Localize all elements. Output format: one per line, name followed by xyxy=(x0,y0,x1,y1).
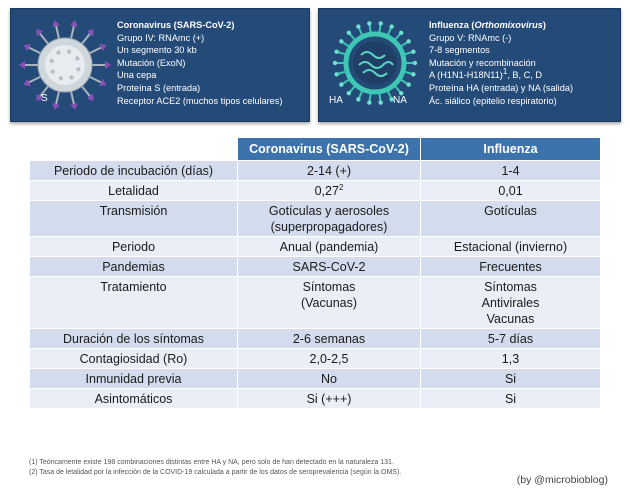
influenza-line: A (H1N1-H18N11)1, B, C, D xyxy=(429,67,543,81)
coronavirus-illustration xyxy=(19,20,111,110)
influenza-value: 0,01 xyxy=(498,184,523,198)
coronavirus-line: Proteína S (entrada) xyxy=(117,82,201,93)
coronavirus-title: Coronavirus (SARS-CoV-2) xyxy=(117,20,235,30)
influenza-value-cell: Síntomas Antivirales Vacunas xyxy=(420,276,601,329)
influenza-value: Gotículas xyxy=(484,204,537,218)
influenza-value-cell: Si xyxy=(420,388,601,409)
influenza-value-cell: 1-4 xyxy=(420,160,601,181)
coronavirus-surface-dots xyxy=(49,49,81,81)
influenza-value: 1-4 xyxy=(501,164,520,178)
table-body: Periodo de incubación (días) 2-14 (+) 1-4 L… xyxy=(29,160,601,409)
influenza-value: Frecuentes xyxy=(479,260,542,274)
coronavirus-value: 0,272 xyxy=(314,182,344,198)
footnote: (1) Teóricamente existe 198 combinacione… xyxy=(29,459,394,466)
author-credit: (by @microbioblog) xyxy=(516,474,608,486)
coronavirus-value-cell: No xyxy=(237,368,421,389)
coronavirus-value: Síntomas xyxy=(302,280,356,294)
influenza-info: Influenza (Orthomixovirus) Grupo V: RNAm… xyxy=(429,19,573,107)
influenza-value: Vacunas xyxy=(486,312,535,326)
influenza-line: Grupo V: RNAmc (-) xyxy=(429,32,512,43)
coronavirus-value-cell: SARS-CoV-2 xyxy=(237,256,421,277)
coronavirus-value-cell: 2-6 semanas xyxy=(237,328,421,349)
influenza-value-cell: 5-7 días xyxy=(420,328,601,349)
influenza-line: Proteína HA (entrada) y NA (salida) xyxy=(429,82,574,93)
coronavirus-line: Mutación (ExoN) xyxy=(117,57,186,68)
coronavirus-panel: S Coronavirus (SARS-CoV-2) Grupo IV: RNA… xyxy=(10,8,310,122)
table-row: Periodo Anual (pandemia) Estacional (invie… xyxy=(29,236,601,257)
table-row: Pandemias SARS-CoV-2 Frecuentes xyxy=(29,256,601,277)
influenza-value-cell: 0,01 xyxy=(420,180,601,201)
coronavirus-value: (Vacunas) xyxy=(300,296,358,310)
influenza-value-cell: Si xyxy=(420,368,601,389)
coronavirus-line: Grupo IV: RNAmc (+) xyxy=(117,32,205,43)
table-row: Tratamiento Síntomas (Vacunas) Síntomas Anti… xyxy=(29,276,601,329)
influenza-illustration xyxy=(332,21,418,105)
row-label: Letalidad xyxy=(29,180,238,201)
row-label: Periodo xyxy=(29,236,238,257)
coronavirus-info: Coronavirus (SARS-CoV-2) Grupo IV: RNAmc… xyxy=(117,19,282,107)
coronavirus-value-cell: 2-14 (+) xyxy=(237,160,421,181)
row-label: Asintomáticos xyxy=(29,388,238,409)
footnotes: (1) Teóricamente existe 198 combinacione… xyxy=(29,458,401,478)
influenza-line: 7-8 segmentos xyxy=(429,45,490,56)
table-header-blank xyxy=(29,137,238,161)
row-label: Contagiosidad (Ro) xyxy=(29,348,238,369)
coronavirus-value-cell: Si (+++) xyxy=(237,388,421,409)
table-row: Asintomáticos Si (+++) Si xyxy=(29,388,601,409)
influenza-value: 5-7 días xyxy=(487,332,534,346)
spike-protein-label: S xyxy=(41,93,48,104)
neuraminidase-label: NA xyxy=(393,95,407,106)
influenza-value: Si xyxy=(504,372,517,386)
row-label: Periodo de incubación (días) xyxy=(29,160,238,181)
coronavirus-spikes xyxy=(19,20,111,110)
coronavirus-value: 2-14 (+) xyxy=(306,164,352,178)
coronavirus-value-cell: Gotículas y aerosoles (superpropagadores) xyxy=(237,200,421,237)
coronavirus-value-cell: 2,0-2,5 xyxy=(237,348,421,369)
table-header-influenza: Influenza xyxy=(420,137,601,161)
coronavirus-value: Anual (pandemia) xyxy=(279,240,379,254)
influenza-value: Antivirales xyxy=(481,296,540,310)
coronavirus-value: 2-6 semanas xyxy=(292,332,366,346)
row-label: Inmunidad previa xyxy=(29,368,238,389)
coronavirus-line: Un segmento 30 kb xyxy=(117,45,197,56)
table-row: Duración de los síntomas 2-6 semanas 5-7 d… xyxy=(29,328,601,349)
coronavirus-value: No xyxy=(321,372,337,386)
influenza-title: Influenza (Orthomixovirus) xyxy=(429,20,546,30)
row-label: Pandemias xyxy=(29,256,238,277)
influenza-value-cell: Gotículas xyxy=(420,200,601,237)
coronavirus-line: Receptor ACE2 (muchos tipos celulares) xyxy=(117,95,283,106)
influenza-line: Ác. siálico (epitelio respiratorio) xyxy=(429,95,557,106)
influenza-value-cell: 1,3 xyxy=(420,348,601,369)
coronavirus-line: Una cepa xyxy=(117,70,157,81)
influenza-value: Síntomas xyxy=(484,280,537,294)
hemagglutinin-label: HA xyxy=(329,95,343,106)
coronavirus-value: (superpropagadores) xyxy=(270,220,388,234)
table-header-coronavirus: Coronavirus (SARS-CoV-2) xyxy=(237,137,421,161)
influenza-value-cell: Estacional (invierno) xyxy=(420,236,601,257)
table-row: Inmunidad previa No Si xyxy=(29,368,601,389)
influenza-value: Si xyxy=(504,392,517,406)
row-label: Tratamiento xyxy=(29,276,238,329)
row-label: Duración de los síntomas xyxy=(29,328,238,349)
coronavirus-value-cell: Síntomas (Vacunas) xyxy=(237,276,421,329)
footnote: (2) Tasa de letalidad por la infección d… xyxy=(29,469,402,476)
table-row: Contagiosidad (Ro) 2,0-2,5 1,3 xyxy=(29,348,601,369)
influenza-value: 1,3 xyxy=(501,352,520,366)
row-label: Transmisión xyxy=(29,200,238,237)
coronavirus-value: Gotículas y aerosoles xyxy=(268,204,390,218)
table-row: Periodo de incubación (días) 2-14 (+) 1-4 xyxy=(29,160,601,181)
coronavirus-value: 2,0-2,5 xyxy=(309,352,349,366)
comparison-table: Coronavirus (SARS-CoV-2) Influenza Perio… xyxy=(29,137,601,409)
table-row: Letalidad 0,272 0,01 xyxy=(29,180,601,201)
coronavirus-value: Si (+++) xyxy=(306,392,352,406)
influenza-value: Estacional (invierno) xyxy=(453,240,568,254)
coronavirus-value-cell: Anual (pandemia) xyxy=(237,236,421,257)
influenza-value-cell: Frecuentes xyxy=(420,256,601,277)
table-header-row: Coronavirus (SARS-CoV-2) Influenza xyxy=(29,137,601,161)
influenza-panel: HA NA Influenza (Orthomixovirus) Grupo V… xyxy=(318,8,621,122)
influenza-line: Mutación y recombinación xyxy=(429,57,536,68)
coronavirus-value: SARS-CoV-2 xyxy=(292,260,366,274)
coronavirus-value-cell: 0,272 xyxy=(237,180,421,201)
table-row: Transmisión Gotículas y aerosoles (superpr… xyxy=(29,200,601,237)
